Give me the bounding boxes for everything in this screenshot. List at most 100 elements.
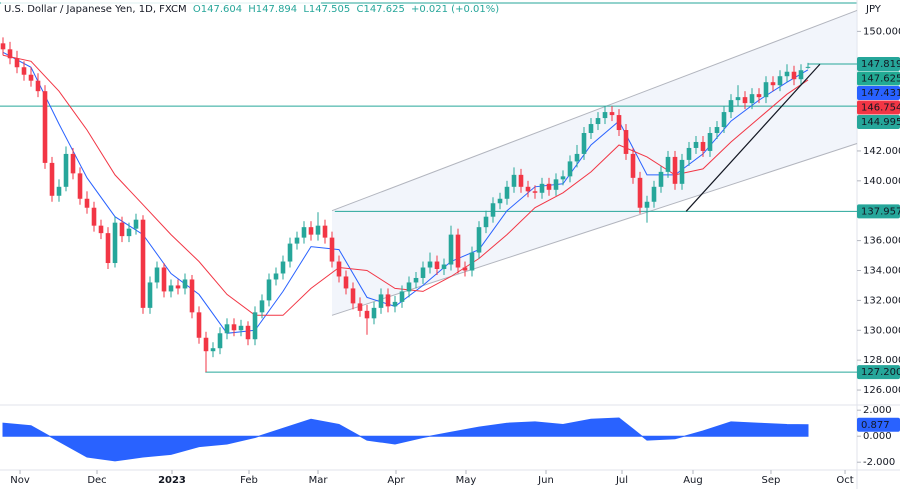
oscillator-label-box <box>857 417 900 432</box>
candle-body <box>399 291 405 302</box>
candle-body <box>63 153 69 187</box>
candle-body <box>49 162 55 196</box>
candle-body <box>602 112 608 119</box>
candle-body <box>364 310 370 319</box>
candle-body <box>140 219 146 308</box>
candle-body <box>7 49 13 59</box>
candle-body <box>14 58 20 68</box>
chart-title: U.S. Dollar / Japanese Yen, 1D, FXCM <box>4 4 187 15</box>
currency: JPY <box>865 4 882 15</box>
candle-body <box>175 285 181 289</box>
candle-body <box>777 76 783 86</box>
price-label-box <box>857 204 900 219</box>
candle-body <box>721 112 727 128</box>
candle-body <box>259 300 265 313</box>
candle-body <box>168 285 174 292</box>
candle-body <box>770 82 776 86</box>
candle-body <box>756 94 762 98</box>
x-tick-label: May <box>456 475 477 486</box>
candle-body <box>147 282 153 308</box>
candle-body <box>210 348 216 352</box>
candle-body <box>28 74 34 81</box>
channel-line <box>331 9 858 212</box>
candle-body <box>224 324 230 334</box>
y-tick-label: 150.000 <box>863 26 900 37</box>
price-label: 137.957 <box>861 206 900 217</box>
price-label: 147.625 <box>861 73 900 84</box>
y-tick-label: 132.000 <box>863 295 900 306</box>
y-tick-label: 126.000 <box>863 385 900 396</box>
header-backdrop <box>1 1 321 16</box>
candle-body <box>644 201 650 208</box>
candle-body <box>553 179 559 190</box>
price-label: 147.431 <box>861 88 900 99</box>
y-tick-label: 130.000 <box>863 325 900 336</box>
candle-body <box>735 97 741 101</box>
price-label-box <box>857 71 900 86</box>
candle-body <box>427 261 433 268</box>
candle-body <box>588 124 594 134</box>
candle-body <box>616 115 622 131</box>
y-tick-label: 0.000 <box>863 431 892 442</box>
x-tick-label: Dec <box>87 475 106 486</box>
x-tick-label: Apr <box>387 475 405 486</box>
candle-body <box>413 277 419 283</box>
x-tick-label: 2023 <box>158 475 186 486</box>
plot: 126.000 128.000 130.000 132.000 134.000 136.0… <box>0 9 900 486</box>
candle-body <box>378 294 384 308</box>
candle-body <box>420 267 426 278</box>
candle-body <box>525 186 531 192</box>
price-label-box <box>857 100 900 115</box>
y-tick-label: 136.000 <box>863 236 900 247</box>
candle-body <box>672 156 678 184</box>
candle-body <box>805 66 811 68</box>
candle-body <box>511 174 517 187</box>
candle-body <box>483 216 489 228</box>
x-tick-label: Mar <box>309 475 329 486</box>
candle-body <box>70 153 76 174</box>
candle-body <box>266 279 272 301</box>
x-tick-label: Sep <box>762 475 781 486</box>
candle-body <box>280 261 286 274</box>
candle-body <box>686 147 692 160</box>
candle-body <box>532 191 538 193</box>
candle-body <box>651 186 657 202</box>
candle-body <box>371 307 377 319</box>
candle-body <box>406 282 412 292</box>
candle-body <box>126 228 132 237</box>
candle-body <box>315 225 321 235</box>
candle-body <box>84 198 90 208</box>
candle-body <box>546 183 552 190</box>
candle-body <box>693 141 699 148</box>
candle-body <box>392 301 398 307</box>
candle-body <box>448 234 454 265</box>
candle-body <box>581 133 587 154</box>
candle-body <box>462 267 468 271</box>
price-label: 127.200 <box>861 367 900 378</box>
y-tick-label: 134.000 <box>863 265 900 276</box>
channel-fill <box>332 10 858 316</box>
price-label-box <box>857 85 900 100</box>
candle-body <box>637 177 643 208</box>
header-close: C147.625 <box>356 4 404 15</box>
candle-body <box>574 153 580 162</box>
price-label-box <box>857 56 900 71</box>
candle-body <box>322 225 328 238</box>
candle-body <box>308 227 314 235</box>
x-tick-label: Aug <box>683 475 703 486</box>
candle-body <box>630 153 636 178</box>
candle-body <box>665 156 671 172</box>
candle-body <box>350 288 356 304</box>
candle-body <box>217 333 223 349</box>
candle-body <box>252 312 258 340</box>
candle-body <box>679 159 685 184</box>
header-low: L147.505 <box>303 4 350 15</box>
candle-body <box>518 174 524 187</box>
candle-body <box>798 70 804 80</box>
candle-body <box>196 312 202 338</box>
header-high: H147.894 <box>248 4 297 15</box>
header-change: +0.021 (+0.01%) <box>411 4 499 15</box>
x-tick-label: Nov <box>10 475 30 486</box>
header: U.S. Dollar / Japanese Yen, 1D, FXCM O14… <box>4 4 499 15</box>
